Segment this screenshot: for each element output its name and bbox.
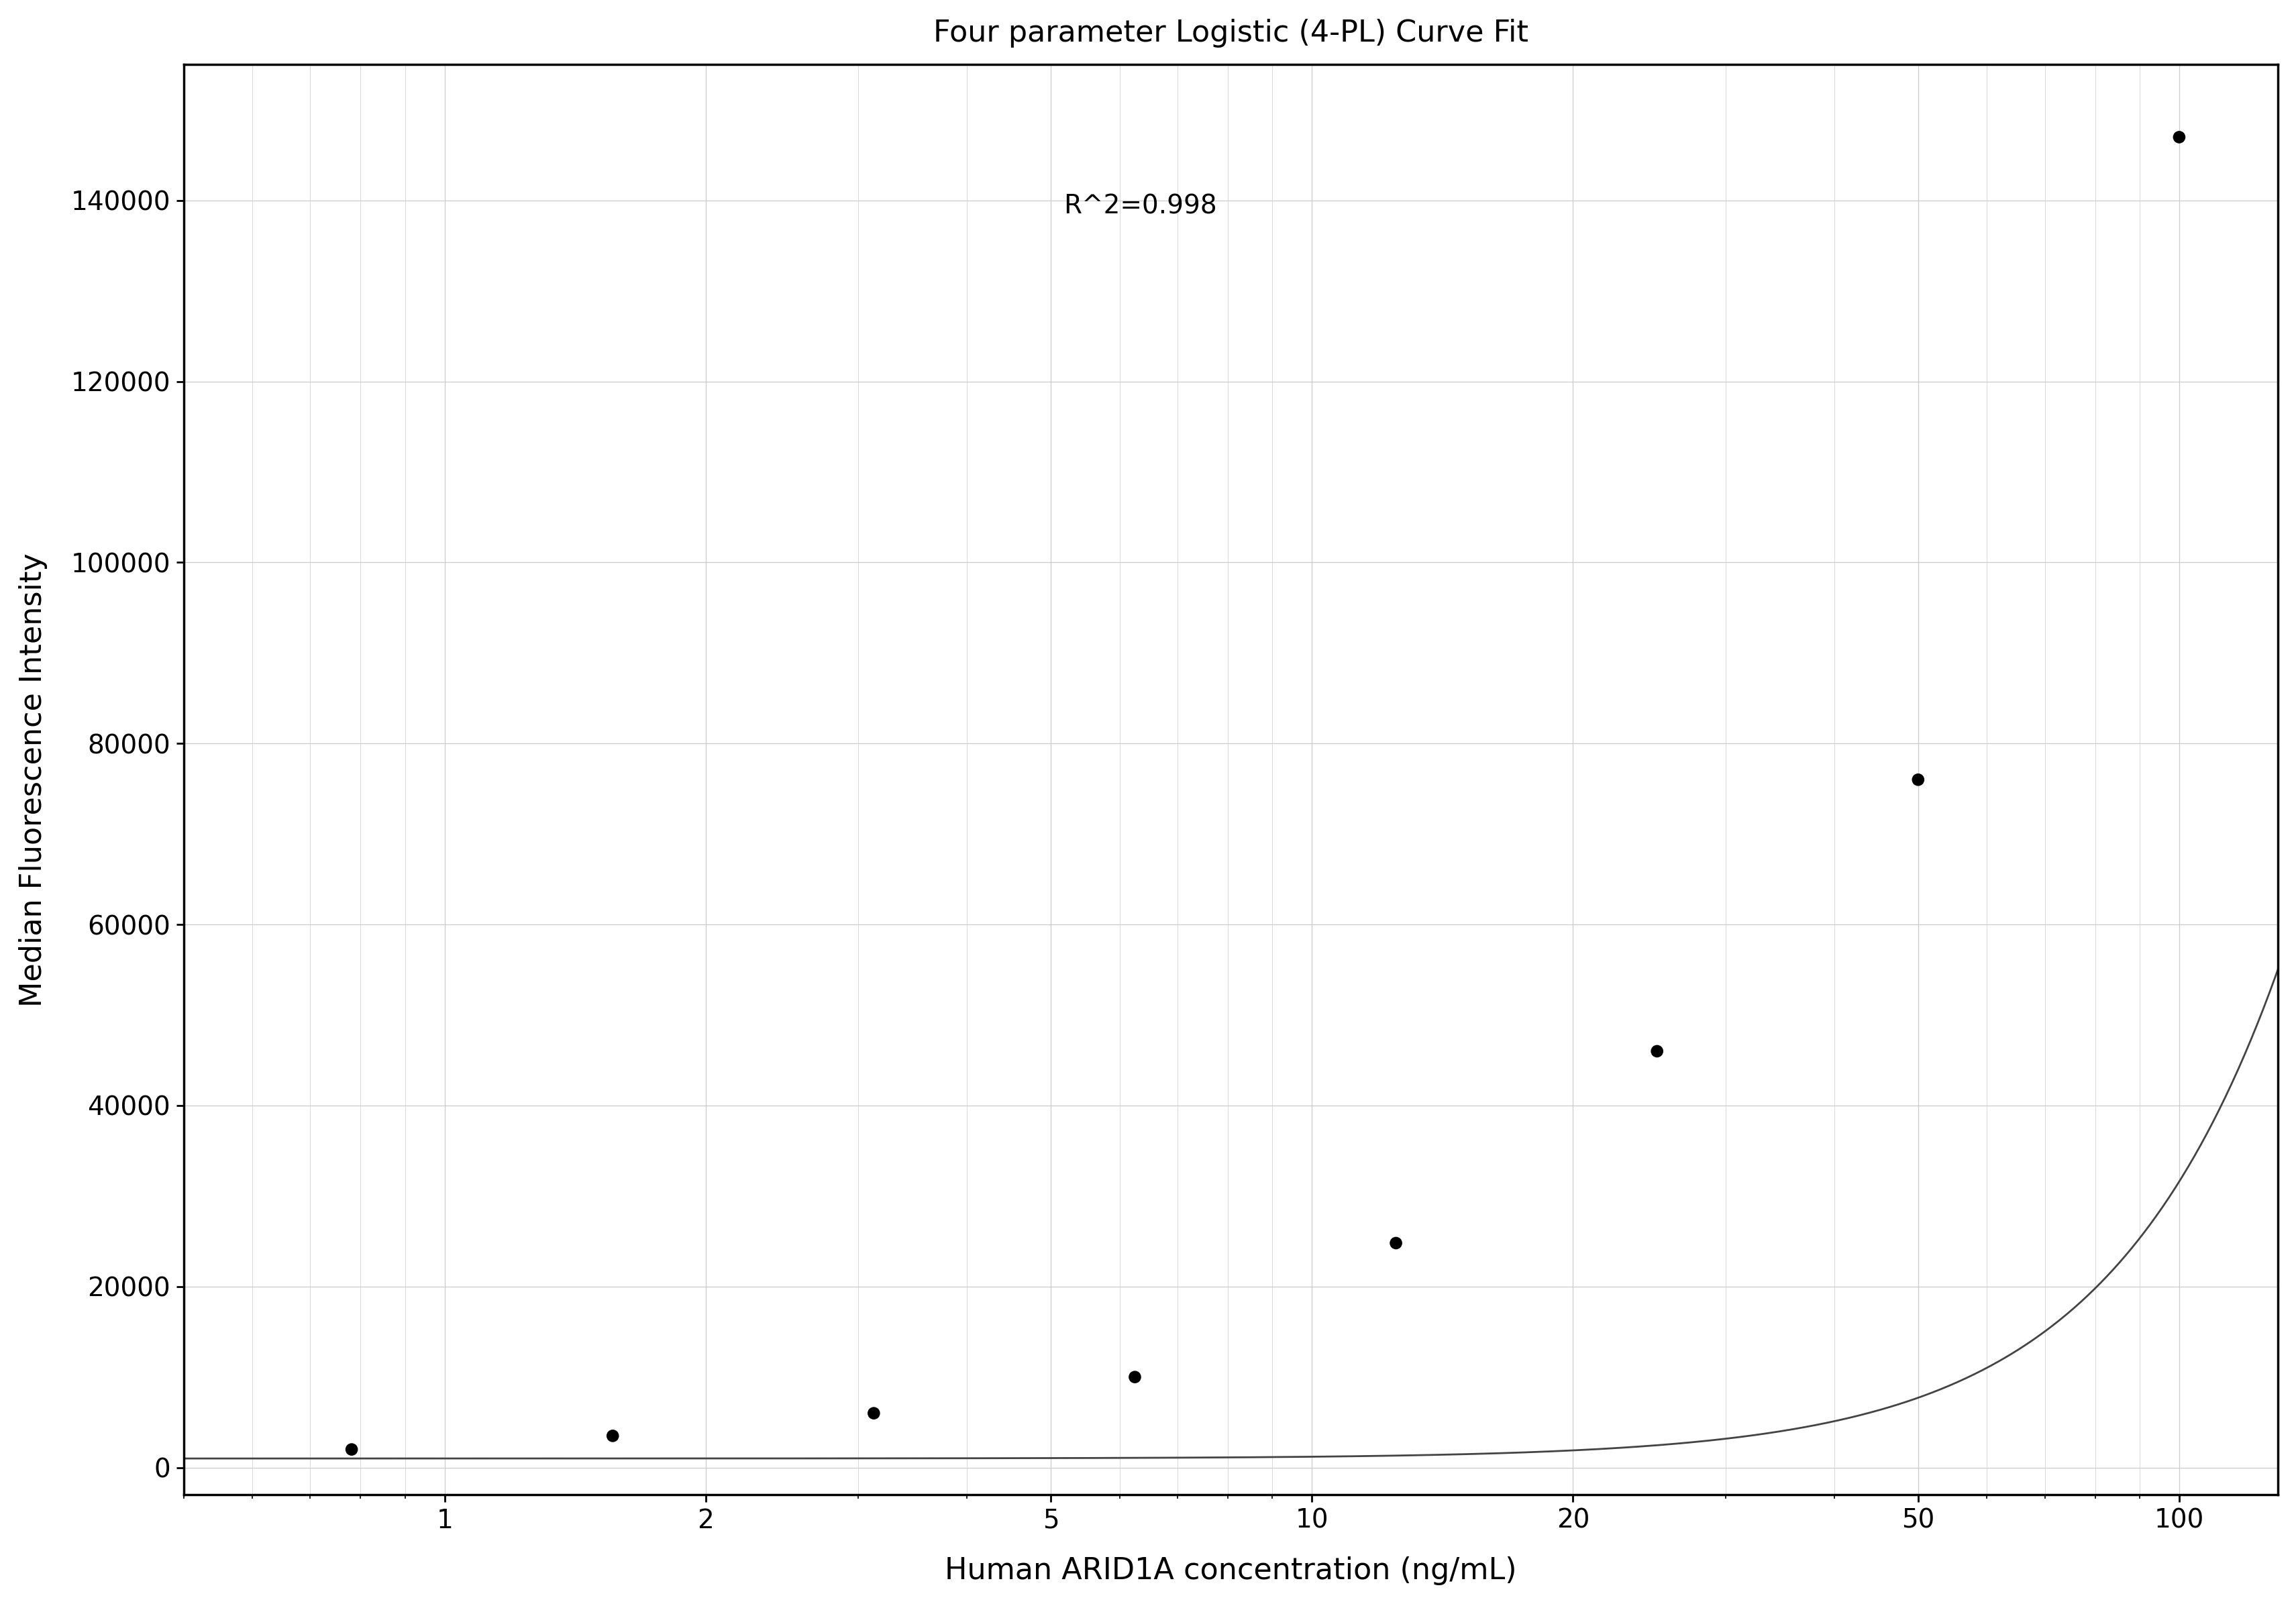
Title: Four parameter Logistic (4-PL) Curve Fit: Four parameter Logistic (4-PL) Curve Fit — [932, 19, 1527, 48]
Point — [1378, 1230, 1414, 1256]
Point — [1899, 767, 1936, 792]
Y-axis label: Median Fluorescence Intensity: Median Fluorescence Intensity — [18, 553, 48, 1007]
Point — [595, 1423, 631, 1448]
Point — [1639, 1038, 1676, 1063]
Point — [854, 1400, 891, 1426]
Point — [1116, 1365, 1153, 1391]
Text: R^2=0.998: R^2=0.998 — [1063, 194, 1217, 218]
X-axis label: Human ARID1A concentration (ng/mL): Human ARID1A concentration (ng/mL) — [944, 1556, 1515, 1585]
Point — [2161, 124, 2197, 149]
Point — [333, 1437, 370, 1463]
